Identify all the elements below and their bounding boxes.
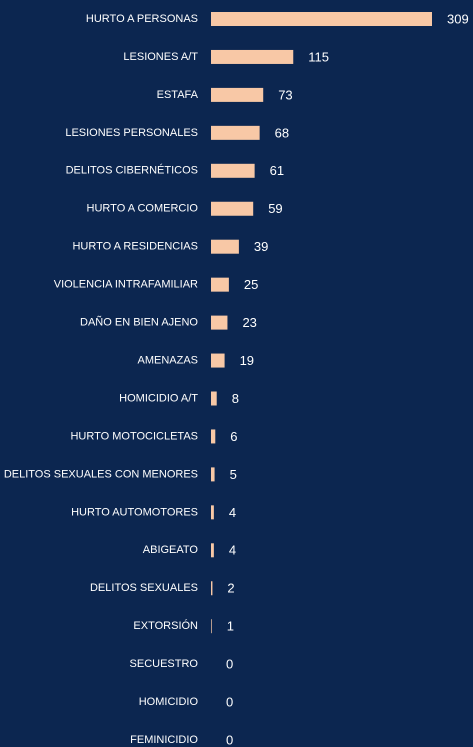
bar	[211, 581, 213, 596]
category-label: HURTO A PERSONAS	[86, 13, 198, 25]
bar	[211, 467, 215, 482]
bar	[211, 87, 264, 102]
bar	[211, 163, 255, 178]
value-label: 115	[308, 49, 329, 64]
bar	[211, 277, 229, 292]
value-label: 19	[240, 353, 254, 368]
value-label: 59	[268, 201, 282, 216]
category-label: ABIGEATO	[143, 544, 199, 556]
value-label: 8	[232, 391, 239, 406]
value-label: 4	[229, 543, 236, 558]
category-label: DELITOS SEXUALES	[90, 582, 198, 594]
bar	[211, 125, 260, 140]
category-label: LESIONES PERSONALES	[65, 127, 198, 139]
category-label: LESIONES A/T	[123, 51, 198, 63]
category-label: FEMINICIDIO	[130, 734, 198, 746]
value-label: 0	[226, 732, 233, 747]
value-label: 25	[244, 277, 258, 292]
bar	[211, 505, 214, 520]
bar	[211, 239, 239, 254]
category-label: DELITOS CIBERNÉTICOS	[66, 164, 198, 177]
category-label: HURTO AUTOMOTORES	[71, 506, 198, 518]
category-label: HOMICIDIO	[139, 696, 199, 708]
value-label: 73	[278, 87, 292, 102]
bar	[211, 49, 294, 64]
category-label: SECUESTRO	[130, 658, 199, 670]
value-label: 39	[254, 239, 268, 254]
category-label: HURTO A RESIDENCIAS	[72, 241, 198, 253]
category-label: HOMICIDIO A/T	[119, 392, 198, 404]
value-label: 23	[242, 315, 256, 330]
value-label: 61	[270, 163, 284, 178]
value-label: 0	[226, 695, 233, 710]
bar	[211, 12, 432, 26]
category-label: EXTORSIÓN	[133, 619, 198, 632]
value-label: 4	[229, 505, 236, 520]
value-label: 68	[275, 125, 289, 140]
category-label: DAÑO EN BIEN AJENO	[80, 316, 198, 329]
value-label: 0	[226, 657, 233, 672]
category-label: VIOLENCIA INTRAFAMILIAR	[54, 279, 198, 291]
value-label: 1	[227, 619, 234, 634]
bar	[211, 543, 214, 558]
bar	[211, 429, 216, 444]
bar	[211, 619, 212, 634]
category-label: HURTO A COMERCIO	[87, 203, 199, 215]
bar	[211, 353, 225, 368]
category-label: AMENAZAS	[137, 354, 198, 366]
category-label: HURTO MOTOCICLETAS	[70, 430, 198, 442]
bar	[211, 315, 228, 330]
bar	[211, 201, 254, 216]
value-label: 2	[227, 581, 234, 596]
value-label: 309	[447, 11, 469, 26]
category-label: ESTAFA	[157, 89, 199, 101]
value-label: 6	[230, 429, 237, 444]
category-label: DELITOS SEXUALES CON MENORES	[4, 468, 198, 480]
bar	[211, 391, 217, 406]
value-label: 5	[230, 467, 237, 482]
